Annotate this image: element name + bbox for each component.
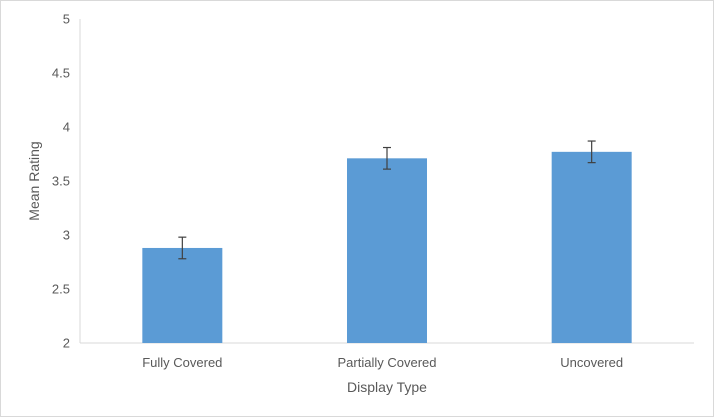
x-tick-label: Uncovered	[560, 355, 623, 370]
y-tick-label: 2	[63, 336, 70, 351]
y-tick-label: 2.5	[52, 282, 70, 297]
y-tick-labels: 2 2.5 3 3.5 4 4.5 5	[52, 12, 70, 351]
bars	[142, 151, 632, 343]
y-tick-label: 3	[63, 228, 70, 243]
y-tick-label: 4	[63, 120, 70, 135]
y-axis-title: Mean Rating	[26, 141, 42, 220]
x-axis-title: Display Type	[347, 379, 427, 395]
x-tick-labels: Fully Covered Partially Covered Uncovered	[142, 355, 623, 370]
bar	[347, 158, 427, 343]
x-tick-label: Partially Covered	[338, 355, 437, 370]
x-tick-label: Fully Covered	[142, 355, 222, 370]
y-tick-label: 5	[63, 12, 70, 27]
y-tick-label: 4.5	[52, 66, 70, 81]
error-bars	[178, 140, 596, 260]
bar	[142, 247, 223, 343]
bar	[551, 151, 632, 343]
y-tick-label: 3.5	[52, 174, 70, 189]
